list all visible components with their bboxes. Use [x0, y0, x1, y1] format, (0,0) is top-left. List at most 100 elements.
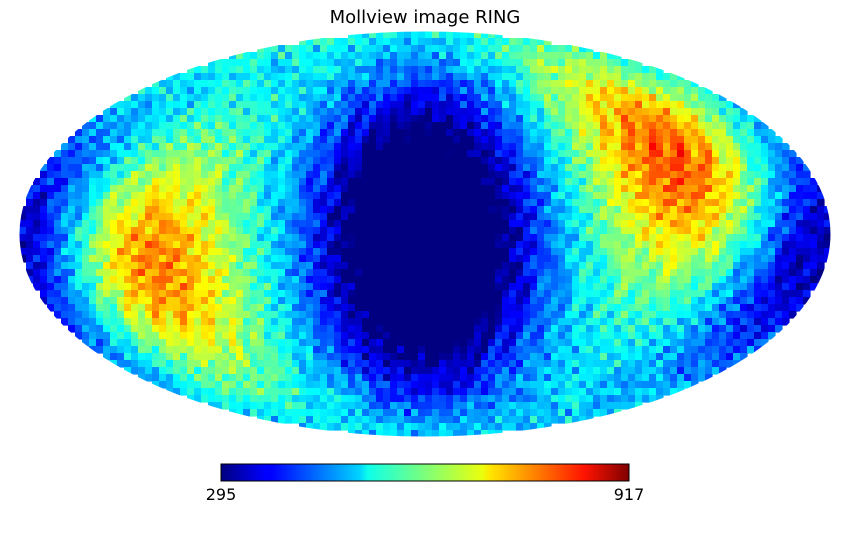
sky-pixel: [432, 45, 440, 53]
sky-pixel: [397, 94, 405, 102]
sky-pixel: [61, 234, 69, 242]
sky-pixel: [376, 255, 384, 263]
sky-pixel: [26, 248, 34, 256]
sky-pixel: [159, 80, 167, 88]
sky-pixel: [103, 227, 111, 235]
sky-pixel: [313, 136, 321, 144]
sky-pixel: [208, 374, 216, 382]
sky-pixel: [663, 269, 671, 277]
sky-pixel: [411, 52, 419, 60]
sky-pixel: [166, 339, 174, 347]
sky-pixel: [775, 227, 783, 235]
sky-pixel: [537, 164, 545, 172]
sky-pixel: [292, 150, 300, 158]
sky-pixel: [614, 136, 622, 144]
sky-pixel: [222, 185, 230, 193]
sky-pixel: [194, 360, 202, 368]
sky-pixel: [33, 199, 41, 207]
sky-pixel: [698, 374, 706, 382]
sky-pixel: [376, 339, 384, 347]
sky-pixel: [271, 45, 279, 53]
sky-pixel: [236, 101, 244, 109]
sky-pixel: [516, 164, 524, 172]
sky-pixel: [670, 360, 678, 368]
sky-pixel: [229, 101, 237, 109]
sky-pixel: [110, 318, 118, 326]
sky-pixel: [215, 318, 223, 326]
sky-pixel: [411, 262, 419, 270]
sky-pixel: [215, 59, 223, 67]
sky-pixel: [600, 87, 608, 95]
sky-pixel: [446, 262, 454, 270]
sky-pixel: [138, 255, 146, 263]
sky-pixel: [215, 262, 223, 270]
sky-pixel: [376, 346, 384, 354]
sky-pixel: [537, 353, 545, 361]
sky-pixel: [677, 290, 685, 298]
sky-pixel: [75, 143, 83, 151]
sky-pixel: [110, 213, 118, 221]
sky-pixel: [54, 297, 62, 305]
sky-pixel: [250, 360, 258, 368]
sky-pixel: [656, 108, 664, 116]
sky-pixel: [348, 59, 356, 67]
sky-pixel: [110, 262, 118, 270]
sky-pixel: [621, 276, 629, 284]
sky-pixel: [698, 269, 706, 277]
sky-pixel: [327, 353, 335, 361]
sky-pixel: [628, 388, 636, 396]
sky-pixel: [222, 332, 230, 340]
sky-pixel: [208, 87, 216, 95]
sky-pixel: [810, 199, 818, 207]
sky-pixel: [250, 262, 258, 270]
sky-pixel: [439, 206, 447, 214]
sky-pixel: [33, 192, 41, 200]
sky-pixel: [68, 297, 76, 305]
sky-pixel: [460, 346, 468, 354]
sky-pixel: [320, 178, 328, 186]
sky-pixel: [299, 248, 307, 256]
sky-pixel: [411, 199, 419, 207]
sky-pixel: [495, 311, 503, 319]
sky-pixel: [131, 297, 139, 305]
sky-pixel: [411, 248, 419, 256]
sky-pixel: [439, 45, 447, 53]
sky-pixel: [369, 276, 377, 284]
sky-pixel: [68, 220, 76, 228]
sky-pixel: [726, 318, 734, 326]
sky-pixel: [481, 276, 489, 284]
sky-pixel: [47, 234, 55, 242]
sky-pixel: [593, 80, 601, 88]
sky-pixel: [481, 157, 489, 165]
sky-pixel: [355, 388, 363, 396]
sky-pixel: [292, 262, 300, 270]
sky-pixel: [348, 234, 356, 242]
sky-pixel: [390, 59, 398, 67]
sky-pixel: [579, 297, 587, 305]
sky-pixel: [285, 192, 293, 200]
sky-pixel: [467, 339, 475, 347]
sky-pixel: [152, 269, 160, 277]
sky-pixel: [684, 129, 692, 137]
sky-pixel: [264, 388, 272, 396]
sky-pixel: [327, 241, 335, 249]
sky-pixel: [390, 108, 398, 116]
sky-pixel: [614, 157, 622, 165]
sky-pixel: [306, 73, 314, 81]
sky-pixel: [495, 150, 503, 158]
sky-pixel: [775, 241, 783, 249]
sky-pixel: [824, 241, 831, 249]
sky-pixel: [369, 122, 377, 130]
sky-pixel: [817, 234, 825, 242]
sky-pixel: [208, 276, 216, 284]
sky-pixel: [292, 66, 300, 74]
sky-pixel: [390, 339, 398, 347]
sky-pixel: [642, 353, 650, 361]
sky-pixel: [110, 283, 118, 291]
sky-pixel: [621, 80, 629, 88]
sky-pixel: [523, 220, 531, 228]
sky-pixel: [376, 283, 384, 291]
sky-pixel: [453, 45, 461, 53]
sky-pixel: [670, 318, 678, 326]
sky-pixel: [663, 115, 671, 123]
